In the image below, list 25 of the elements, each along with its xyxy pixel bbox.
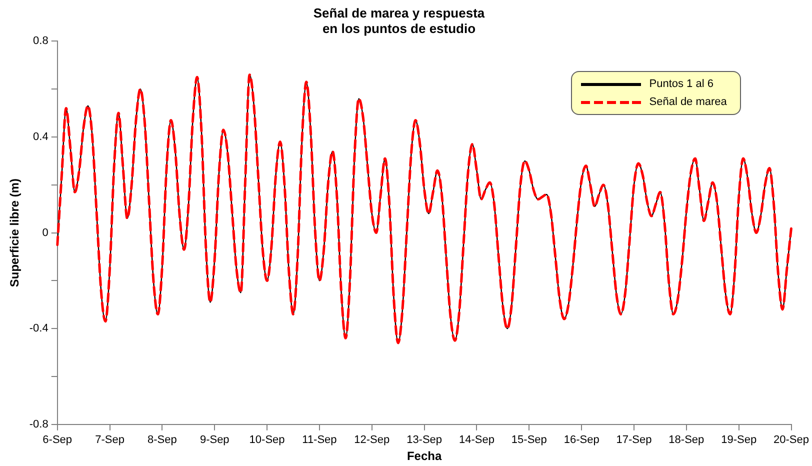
x-tick-label: 6-Sep bbox=[42, 434, 72, 446]
x-tick-label: 8-Sep bbox=[148, 434, 177, 446]
chart-title: Señal de marea y respuesta en los puntos de estudio bbox=[313, 5, 486, 36]
y-tick-label: 0.4 bbox=[33, 131, 48, 144]
x-tick-label: 10-Sep bbox=[249, 434, 285, 446]
y-tick-label: -0.4 bbox=[29, 322, 48, 335]
x-tick-label: 18-Sep bbox=[668, 434, 704, 446]
y-tick-label: 0 bbox=[42, 226, 48, 239]
y-axis-title: Superficie libre (m) bbox=[8, 178, 22, 288]
x-axis-title: Fecha bbox=[406, 449, 442, 464]
x-tick-label: 20-Sep bbox=[774, 434, 810, 446]
x-tick-label: 14-Sep bbox=[458, 434, 494, 446]
x-tick-label: 11-Sep bbox=[302, 434, 337, 446]
x-tick-label: 13-Sep bbox=[406, 434, 442, 446]
x-tick-label: 19-Sep bbox=[721, 434, 757, 446]
y-tick-label: 0.8 bbox=[33, 35, 48, 48]
x-tick-label: 15-Sep bbox=[511, 434, 547, 446]
x-tick-label: 7-Sep bbox=[95, 434, 124, 446]
x-tick-label: 17-Sep bbox=[616, 434, 652, 446]
y-tick-label: -0.8 bbox=[29, 418, 48, 430]
legend-label: Puntos 1 al 6 bbox=[649, 78, 714, 90]
legend-label: Señal de marea bbox=[649, 96, 727, 108]
x-tick-label: 9-Sep bbox=[200, 434, 230, 446]
x-tick-label: 12-Sep bbox=[354, 434, 390, 446]
x-tick-label: 16-Sep bbox=[564, 434, 600, 446]
